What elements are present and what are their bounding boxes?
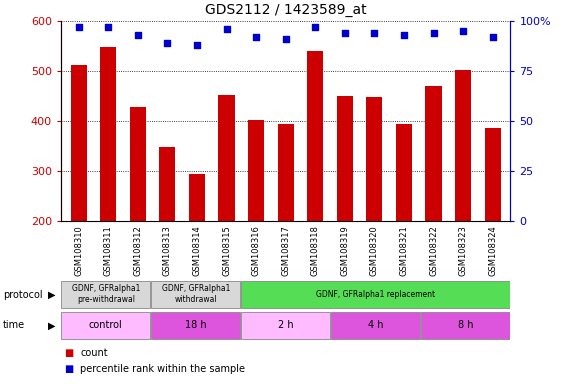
- Bar: [366, 98, 382, 221]
- Bar: [219, 95, 235, 221]
- Point: [252, 34, 261, 40]
- Text: control: control: [89, 320, 123, 330]
- Text: time: time: [3, 320, 25, 331]
- Bar: [130, 107, 146, 221]
- Bar: [455, 70, 471, 221]
- Point: [488, 34, 497, 40]
- Bar: [241, 281, 510, 308]
- Point: [310, 24, 320, 30]
- Bar: [421, 312, 510, 339]
- Point: [458, 28, 467, 34]
- Point: [193, 42, 202, 48]
- Point: [74, 24, 84, 30]
- Text: ■: ■: [64, 348, 73, 358]
- Point: [133, 32, 143, 38]
- Text: GSM108322: GSM108322: [429, 225, 438, 276]
- Bar: [151, 312, 240, 339]
- Text: GSM108314: GSM108314: [193, 225, 201, 276]
- Text: GSM108321: GSM108321: [400, 225, 408, 276]
- Text: GSM108313: GSM108313: [163, 225, 172, 276]
- Point: [399, 32, 408, 38]
- Bar: [396, 124, 412, 221]
- Point: [163, 40, 172, 46]
- Text: protocol: protocol: [3, 290, 42, 300]
- Text: ▶: ▶: [48, 290, 56, 300]
- Text: GDNF, GFRalpha1
withdrawal: GDNF, GFRalpha1 withdrawal: [162, 284, 230, 304]
- Bar: [151, 281, 240, 308]
- Bar: [484, 128, 501, 221]
- Bar: [71, 65, 87, 221]
- Text: GSM108323: GSM108323: [459, 225, 467, 276]
- Bar: [307, 51, 324, 221]
- Bar: [241, 312, 330, 339]
- Point: [104, 24, 113, 30]
- Point: [429, 30, 438, 36]
- Bar: [100, 46, 117, 221]
- Bar: [277, 124, 294, 221]
- Text: GSM108320: GSM108320: [370, 225, 379, 276]
- Bar: [189, 174, 205, 221]
- Point: [222, 26, 231, 32]
- Point: [281, 36, 290, 42]
- Text: GDNF, GFRalpha1
pre-withdrawal: GDNF, GFRalpha1 pre-withdrawal: [72, 284, 140, 304]
- Text: 18 h: 18 h: [185, 320, 206, 330]
- Text: GSM108315: GSM108315: [222, 225, 231, 276]
- Text: GDNF, GFRalpha1 replacement: GDNF, GFRalpha1 replacement: [316, 290, 435, 299]
- Bar: [336, 96, 353, 221]
- Bar: [61, 312, 150, 339]
- Bar: [61, 281, 150, 308]
- Text: GSM108310: GSM108310: [74, 225, 83, 276]
- Text: GSM108317: GSM108317: [281, 225, 290, 276]
- Text: 2 h: 2 h: [278, 320, 293, 330]
- Bar: [331, 312, 420, 339]
- Title: GDS2112 / 1423589_at: GDS2112 / 1423589_at: [205, 3, 367, 17]
- Text: 8 h: 8 h: [458, 320, 473, 330]
- Text: ■: ■: [64, 364, 73, 374]
- Text: GSM108316: GSM108316: [252, 225, 260, 276]
- Text: ▶: ▶: [48, 320, 56, 331]
- Point: [340, 30, 349, 36]
- Bar: [248, 121, 264, 221]
- Text: GSM108319: GSM108319: [340, 225, 349, 276]
- Text: GSM108312: GSM108312: [133, 225, 142, 276]
- Text: count: count: [80, 348, 108, 358]
- Text: GSM108324: GSM108324: [488, 225, 497, 276]
- Text: GSM108318: GSM108318: [311, 225, 320, 276]
- Bar: [425, 86, 441, 221]
- Bar: [160, 147, 176, 221]
- Point: [369, 30, 379, 36]
- Text: 4 h: 4 h: [368, 320, 383, 330]
- Text: percentile rank within the sample: percentile rank within the sample: [80, 364, 245, 374]
- Text: GSM108311: GSM108311: [104, 225, 113, 276]
